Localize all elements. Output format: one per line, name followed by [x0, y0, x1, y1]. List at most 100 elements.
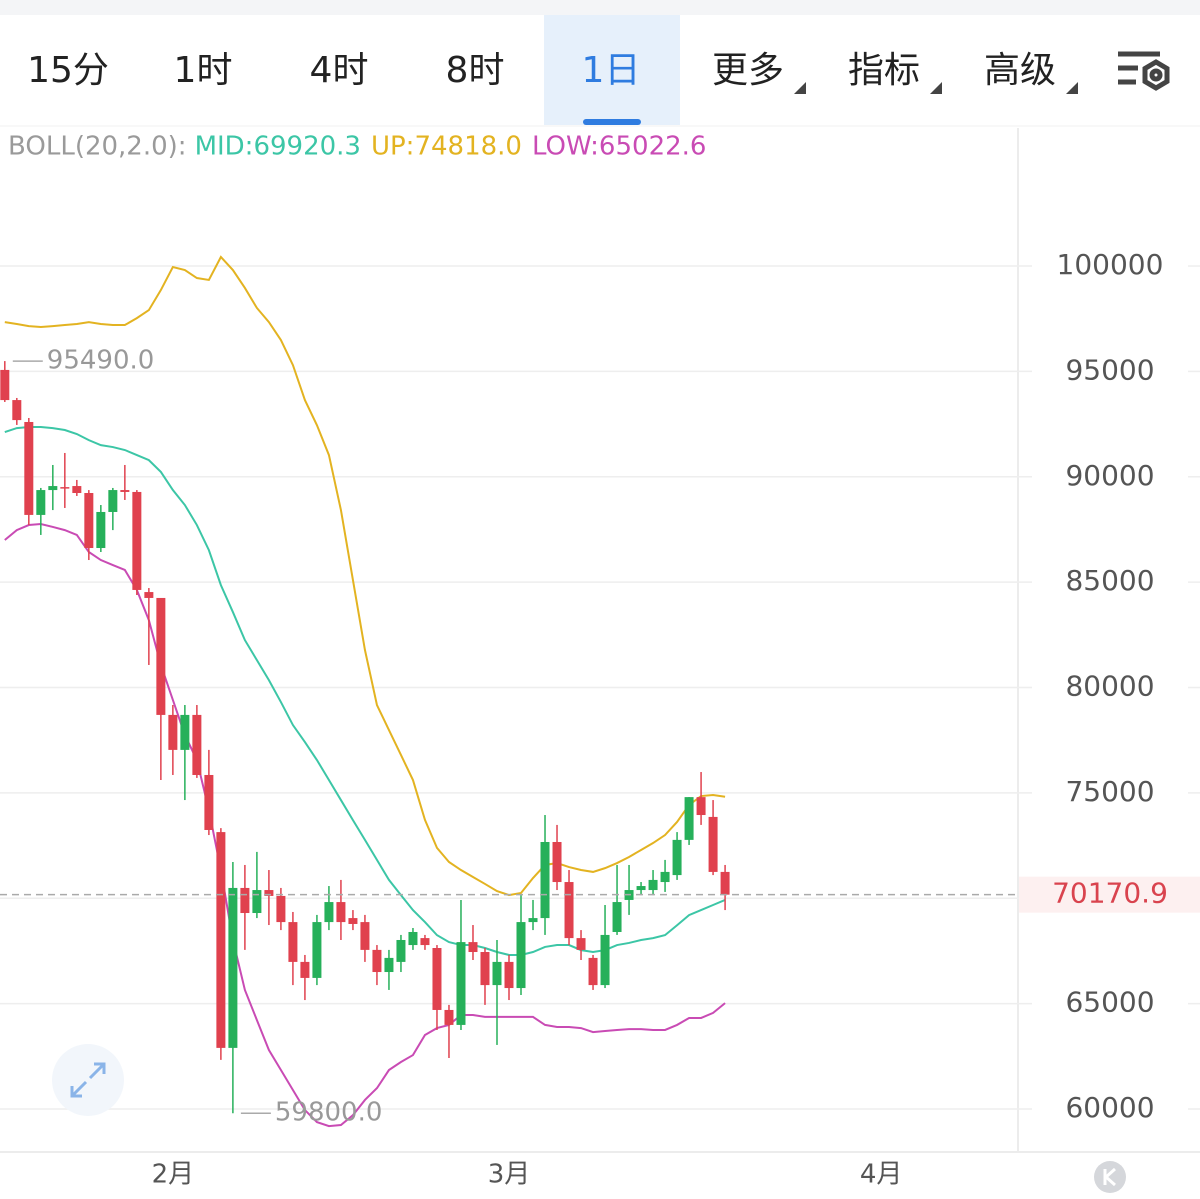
extreme-marker-label: 95490.0 — [47, 346, 155, 376]
tab[interactable]: 高级 — [984, 50, 1056, 91]
candle-body — [240, 887, 250, 914]
candle-body — [468, 942, 478, 953]
current-price-bg — [1019, 876, 1200, 913]
candle-body — [0, 369, 10, 401]
candle-body — [216, 832, 226, 1048]
tab[interactable]: 1时 — [174, 50, 233, 91]
candle-body — [408, 931, 418, 946]
candle-body — [156, 597, 166, 715]
candle-body — [420, 938, 430, 946]
candle-body — [600, 934, 610, 986]
candle-body — [456, 942, 466, 1025]
tab[interactable]: 15分 — [27, 50, 109, 91]
candle-body — [264, 890, 274, 896]
boll-line — [4, 522, 726, 1128]
boll-line — [4, 255, 726, 897]
y-tick-label: 80000 — [1065, 670, 1154, 703]
candle-body — [612, 902, 622, 932]
k-button[interactable] — [1094, 1161, 1126, 1193]
candle-body — [108, 490, 118, 512]
tab-active[interactable]: 1日 — [582, 50, 641, 91]
x-tick-label: 2月 — [152, 1160, 195, 1190]
candle-body — [312, 922, 322, 978]
candle-body — [348, 918, 358, 924]
y-tick-label: 65000 — [1065, 986, 1154, 1019]
status-strip — [0, 0, 1200, 15]
candle-body — [444, 1009, 454, 1025]
candle-body — [552, 841, 562, 883]
candle-body — [288, 922, 298, 962]
expand-icon — [70, 1062, 106, 1098]
dropdown-arrow — [930, 82, 942, 94]
candle-body — [696, 797, 706, 816]
y-tick-label: 60000 — [1065, 1091, 1154, 1124]
candle-body — [432, 948, 442, 1010]
candle-body — [84, 493, 94, 549]
legend-entry: MID:69920.3 — [195, 132, 361, 162]
candle-body — [60, 487, 70, 489]
y-tick-label: 100000 — [1057, 248, 1164, 281]
candle-body — [660, 871, 670, 883]
candle-body — [324, 902, 334, 923]
candle-body — [564, 882, 574, 939]
candle-body — [576, 938, 586, 950]
x-tick-label: 3月 — [488, 1160, 531, 1190]
candle-body — [192, 714, 202, 775]
candle-body — [636, 886, 646, 891]
candle-body — [132, 491, 142, 590]
dropdown-arrow — [794, 82, 806, 94]
candle-body — [336, 902, 346, 923]
extreme-marker-label: 59800.0 — [275, 1098, 383, 1128]
candle-body — [720, 871, 730, 895]
candle-body — [228, 887, 238, 1048]
candle-body — [12, 400, 22, 421]
candle-body — [300, 961, 310, 978]
tab[interactable]: 8时 — [446, 50, 505, 91]
candle-body — [372, 949, 382, 973]
current-price-label: 70170.9 — [1052, 877, 1168, 910]
candle-body — [672, 839, 682, 876]
y-tick-label: 85000 — [1065, 564, 1154, 597]
y-tick-label: 90000 — [1065, 459, 1154, 492]
y-tick-label: 75000 — [1065, 775, 1154, 808]
candle-body — [684, 797, 694, 840]
tab[interactable]: 更多 — [712, 50, 784, 91]
candle-body — [204, 774, 214, 830]
candle-body — [480, 952, 490, 986]
candle-body — [708, 816, 718, 872]
settings-icon[interactable] — [1118, 51, 1170, 91]
candle-body — [492, 961, 502, 986]
x-tick-label: 4月 — [860, 1160, 903, 1190]
candle-body — [144, 592, 154, 598]
active-tab-bg — [544, 15, 680, 125]
candle-body — [516, 922, 526, 989]
candle-body — [384, 957, 394, 973]
legend-entry: LOW:65022.6 — [532, 132, 706, 162]
candle-body — [528, 918, 538, 923]
plot: 6000065000700007500080000850009000095000… — [0, 248, 1200, 1190]
candle-body — [252, 890, 262, 914]
tab[interactable]: 指标 — [848, 50, 920, 91]
y-tick-label: 95000 — [1065, 353, 1154, 386]
candle-body — [588, 957, 598, 986]
candle-body — [48, 486, 58, 491]
candle-body — [36, 490, 46, 515]
legend-entry: UP:74818.0 — [371, 132, 522, 162]
candle-body — [360, 922, 370, 950]
candle-body — [72, 486, 82, 494]
candle-body — [120, 490, 130, 492]
tab[interactable]: 4时 — [310, 50, 369, 91]
indicator-label: BOLL(20,2.0): — [8, 132, 187, 162]
candle-body — [168, 714, 178, 750]
expand-button[interactable] — [52, 1044, 124, 1116]
candle-body — [540, 841, 550, 919]
candle-body — [504, 961, 514, 989]
active-tab-underline — [583, 119, 641, 125]
candle-body — [24, 421, 34, 515]
dropdown-arrow — [1066, 82, 1078, 94]
candle-body — [648, 879, 658, 891]
candle-body — [180, 714, 190, 750]
candle-body — [96, 511, 106, 549]
candle-body — [396, 939, 406, 962]
